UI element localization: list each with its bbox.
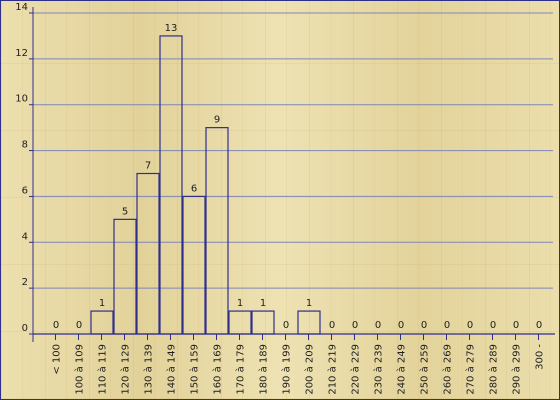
bar-count-label: 5 (122, 206, 128, 217)
x-category-label: 290 à 299 (511, 344, 523, 395)
y-tick-label: 6 (22, 185, 28, 196)
y-tick-label: 10 (15, 94, 28, 105)
x-category-label: 220 à 229 (350, 344, 362, 395)
x-category-label: 300 - (535, 344, 546, 370)
x-category-label: 150 à 159 (189, 344, 201, 395)
bar-count-label: 6 (191, 183, 197, 194)
bar-count-label: 1 (306, 298, 312, 309)
y-tick-label: 8 (22, 140, 28, 151)
bar (90, 310, 114, 335)
bar (251, 310, 275, 335)
bar-count-label: 1 (237, 298, 243, 309)
y-tick-label: 4 (22, 231, 28, 242)
bar (228, 310, 252, 335)
bar (113, 218, 137, 335)
bar-count-label: 0 (536, 320, 542, 331)
y-tick-label: 0 (22, 323, 28, 334)
x-axis (33, 333, 555, 340)
bar-count-label: 9 (214, 115, 220, 126)
x-category-label: 230 à 239 (373, 344, 385, 395)
x-category-label: 130 à 139 (143, 344, 155, 395)
bar (182, 195, 206, 335)
x-category-label: 100 à 109 (74, 344, 86, 395)
bar-count-labels: 0 0 1 5 7 13 6 9 1 1 0 1 0 0 0 0 0 0 0 0 0 0 (53, 23, 542, 331)
bar-count-label: 0 (329, 320, 335, 331)
x-category-label: 260 à 269 (442, 344, 454, 395)
bar (205, 127, 229, 335)
x-category-label: 190 à 199 (281, 344, 293, 395)
bar-count-label: 0 (375, 320, 381, 331)
x-category-label: 180 à 189 (258, 344, 270, 395)
bar-count-label: 0 (352, 320, 358, 331)
x-category-label: 140 à 149 (166, 344, 178, 395)
x-category-label: 250 à 259 (419, 344, 431, 395)
x-category-label: 170 à 179 (235, 344, 247, 395)
y-tick-label: 12 (15, 48, 28, 59)
bar-count-label: 0 (398, 320, 404, 331)
bar-count-label: 0 (513, 320, 519, 331)
grid-lines (33, 12, 553, 289)
bar-count-label: 0 (76, 320, 82, 331)
bar-count-label: 7 (145, 161, 151, 172)
bar (159, 35, 183, 335)
bar-count-label: 0 (421, 320, 427, 331)
bar-count-label: 1 (260, 298, 266, 309)
bar (136, 172, 160, 335)
x-category-label: 160 à 169 (212, 344, 224, 395)
x-category-label: < 100 (52, 344, 63, 375)
bar-count-label: 0 (444, 320, 450, 331)
bar-count-label: 1 (99, 298, 105, 309)
x-category-label: 110 à 119 (97, 344, 109, 395)
bar-count-label: 0 (490, 320, 496, 331)
y-axis-ticks: 0 2 4 6 8 10 12 14 (15, 2, 34, 342)
x-category-label: 240 à 249 (396, 344, 408, 395)
y-tick-label: 14 (15, 2, 28, 13)
bar-count-label: 13 (165, 23, 178, 34)
bar-count-label: 0 (467, 320, 473, 331)
x-axis-category-labels: < 100 100 à 109 110 à 119 120 à 129 130 à 13… (52, 344, 546, 395)
x-category-label: 270 à 279 (465, 344, 477, 395)
x-category-label: 200 à 209 (304, 344, 316, 395)
y-tick-label: 2 (22, 277, 28, 288)
bar-count-label: 0 (283, 320, 289, 331)
x-category-label: 210 à 219 (327, 344, 339, 395)
bar-count-label: 0 (53, 320, 59, 331)
x-category-label: 120 à 129 (120, 344, 132, 395)
bars (90, 35, 321, 335)
bar (297, 310, 321, 335)
x-category-label: 280 à 289 (488, 344, 500, 395)
